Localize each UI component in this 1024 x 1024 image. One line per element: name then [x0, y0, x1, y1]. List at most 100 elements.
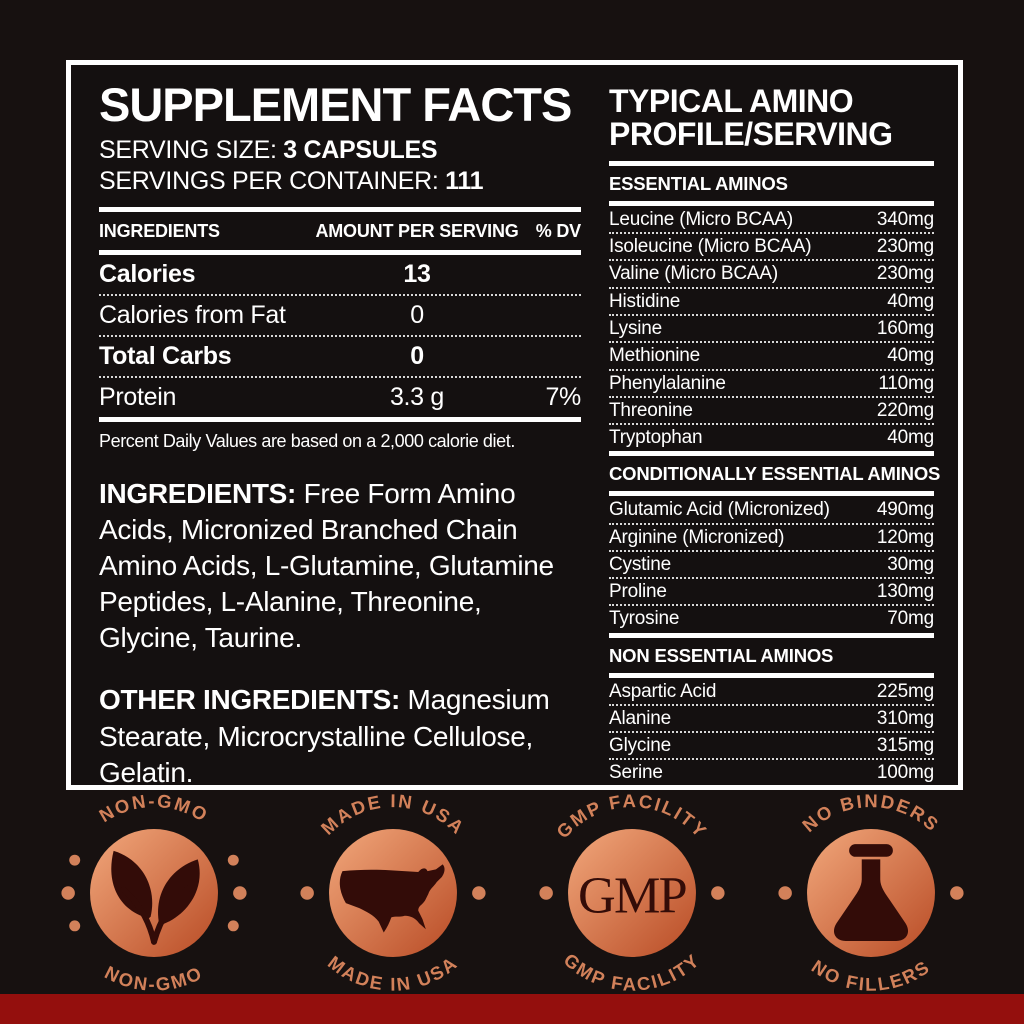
- amino-row: Isoleucine (Micro BCAA) 230mg: [609, 234, 934, 262]
- badge-non-gmo: NON-GMO NON-GMO: [52, 791, 256, 994]
- svg-text:NO FILLERS: NO FILLERS: [807, 955, 933, 993]
- amino-amount: 40mg: [887, 345, 934, 367]
- nutrient-amount: 0: [410, 300, 424, 329]
- divider-bar: [99, 206, 581, 212]
- divider-bar: [609, 200, 934, 206]
- amino-name: Aspartic Acid: [609, 680, 717, 702]
- amino-name: Lysine: [609, 317, 663, 339]
- amino-amount: 160mg: [876, 317, 934, 339]
- badge-bottom-text: MADE IN USA: [324, 951, 460, 993]
- amino-amount: 40mg: [887, 427, 934, 449]
- section-heading: ESSENTIAL AMINOS: [609, 172, 788, 194]
- amino-row: Serine 100mg: [609, 760, 934, 785]
- amino-amount: 30mg: [887, 553, 934, 575]
- amino-row: Valine (Micro BCAA) 230mg: [609, 261, 934, 289]
- amino-name: Isoleucine (Micro BCAA): [609, 236, 812, 258]
- ingredients-text: Free Form Amino Acids, Micronized Branch…: [99, 477, 554, 654]
- divider-bar: [609, 672, 934, 678]
- amino-amount: 130mg: [876, 581, 934, 603]
- flask-icon: [833, 843, 908, 941]
- amino-row: Lysine 160mg: [609, 316, 934, 344]
- section-heading: NON ESSENTIAL AMINOS: [609, 644, 834, 666]
- amino-amount: 220mg: [876, 399, 934, 421]
- amino-amount: 490mg: [876, 499, 934, 521]
- amino-name: Leucine (Micro BCAA): [609, 208, 793, 230]
- servings-per-container-value: 111: [445, 166, 484, 195]
- badge-top-text: NON-GMO: [95, 792, 210, 826]
- usa-map-icon: [339, 863, 445, 933]
- amino-row: Proline 130mg: [609, 579, 934, 607]
- badge-gmp-facility: GMP GMP FACILITY GMP FACILITY: [530, 791, 734, 994]
- amino-amount: 110mg: [878, 372, 934, 394]
- amino-amount: 310mg: [876, 707, 934, 729]
- ingredients-paragraph: INGREDIENTS: Free Form Amino Acids, Micr…: [99, 476, 581, 657]
- other-ingredients-text: Magnesium Stearate, Microcrystalline Cel…: [99, 684, 550, 788]
- amino-section-conditionally-essential: CONDITIONALLY ESSENTIAL AMINOS Glutamic …: [609, 451, 941, 631]
- nutrient-dv: 7%: [545, 382, 581, 411]
- header-ingredients: INGREDIENTS: [99, 220, 220, 241]
- nutrient-amount: 0: [410, 341, 424, 370]
- header-percent-dv: % DV: [535, 220, 581, 241]
- amino-amount: 315mg: [876, 735, 934, 757]
- amino-name: Histidine: [609, 290, 681, 312]
- divider-bar: [609, 451, 934, 457]
- amino-row: Arginine (Micronized) 120mg: [609, 525, 934, 552]
- amino-amount: 225mg: [876, 680, 934, 702]
- amino-profile-title: TYPICAL AMINO PROFILE/SERVING: [609, 85, 934, 151]
- divider-bar: [609, 632, 934, 638]
- badge-no-binders-no-fillers: NO BINDERS NO FILLERS: [769, 791, 973, 994]
- amino-row: Cystine 30mg: [609, 552, 934, 580]
- badge-dots: [299, 885, 486, 900]
- amino-amount: 230mg: [876, 263, 934, 285]
- amino-title-line1: TYPICAL AMINO: [609, 83, 854, 119]
- amino-name: Proline: [609, 581, 667, 603]
- amino-name: Alanine: [609, 707, 671, 729]
- divider-bar: [609, 787, 934, 790]
- amino-row: Glutamic Acid (Micronized) 490mg: [609, 497, 934, 525]
- amino-amount: 70mg: [887, 608, 934, 630]
- certification-badges-row: NON-GMO NON-GMO MADE IN USA MADE IN USA: [0, 791, 1024, 994]
- divider-bar: [99, 416, 581, 422]
- amino-row: Glycine 315mg: [609, 733, 934, 761]
- servings-per-container-line: SERVINGS PER CONTAINER: 111: [99, 166, 581, 197]
- amino-name: Arginine (Micronized): [609, 526, 785, 548]
- nutrient-name: Protein: [99, 382, 177, 411]
- amino-row: Phenylalanine 110mg: [609, 371, 934, 398]
- other-ingredients-paragraph: OTHER INGREDIENTS: Magnesium Stearate, M…: [99, 682, 581, 788]
- amino-name: Phenylalanine: [609, 372, 726, 394]
- amino-row: Tyrosine 70mg: [609, 606, 934, 631]
- amino-amount: 120mg: [876, 526, 934, 548]
- amino-row: Threonine 220mg: [609, 398, 934, 426]
- table-row: Calories from Fat 0: [99, 296, 581, 337]
- amino-name: Methionine: [609, 345, 700, 367]
- amino-name: Valine (Micro BCAA): [609, 263, 778, 285]
- badge-made-in-usa: MADE IN USA MADE IN USA: [291, 791, 495, 994]
- badge-dots: [777, 885, 964, 900]
- svg-text:MADE IN USA: MADE IN USA: [324, 951, 462, 993]
- nutrient-name: Calories from Fat: [99, 300, 286, 329]
- amino-amount: 230mg: [876, 236, 934, 258]
- amino-name: Glutamic Acid (Micronized): [609, 499, 830, 521]
- facts-left-column: SUPPLEMENT FACTS SERVING SIZE: 3 CAPSULE…: [99, 81, 581, 785]
- ingredients-label: INGREDIENTS:: [99, 477, 297, 509]
- amino-amount: 340mg: [876, 208, 934, 230]
- nutrition-table: Calories 13 Calories from Fat 0 Total Ca…: [99, 255, 581, 417]
- table-row: Calories 13: [99, 255, 581, 296]
- badge-bottom-text: NON-GMO: [101, 961, 204, 993]
- amino-row: Methionine 40mg: [609, 343, 934, 371]
- amino-amount: 40mg: [887, 290, 934, 312]
- amino-row: Alanine 310mg: [609, 706, 934, 734]
- divider-bar: [609, 160, 934, 166]
- table-row: Total Carbs 0: [99, 337, 581, 378]
- bottom-red-stripe: [0, 994, 1024, 1024]
- svg-text:NON-GMO: NON-GMO: [101, 961, 206, 993]
- amino-name: Serine: [609, 762, 663, 784]
- amino-row: Histidine 40mg: [609, 289, 934, 316]
- amino-row: Leucine (Micro BCAA) 340mg: [609, 207, 934, 235]
- amino-row: Aspartic Acid 225mg: [609, 679, 934, 706]
- badge-dots: [60, 854, 247, 931]
- nutrition-table-header: INGREDIENTS AMOUNT PER SERVING % DV: [99, 212, 581, 250]
- header-amount-per-serving: AMOUNT PER SERVING: [315, 220, 519, 241]
- amino-name: Glycine: [609, 735, 671, 757]
- section-heading: CONDITIONALLY ESSENTIAL AMINOS: [609, 463, 941, 485]
